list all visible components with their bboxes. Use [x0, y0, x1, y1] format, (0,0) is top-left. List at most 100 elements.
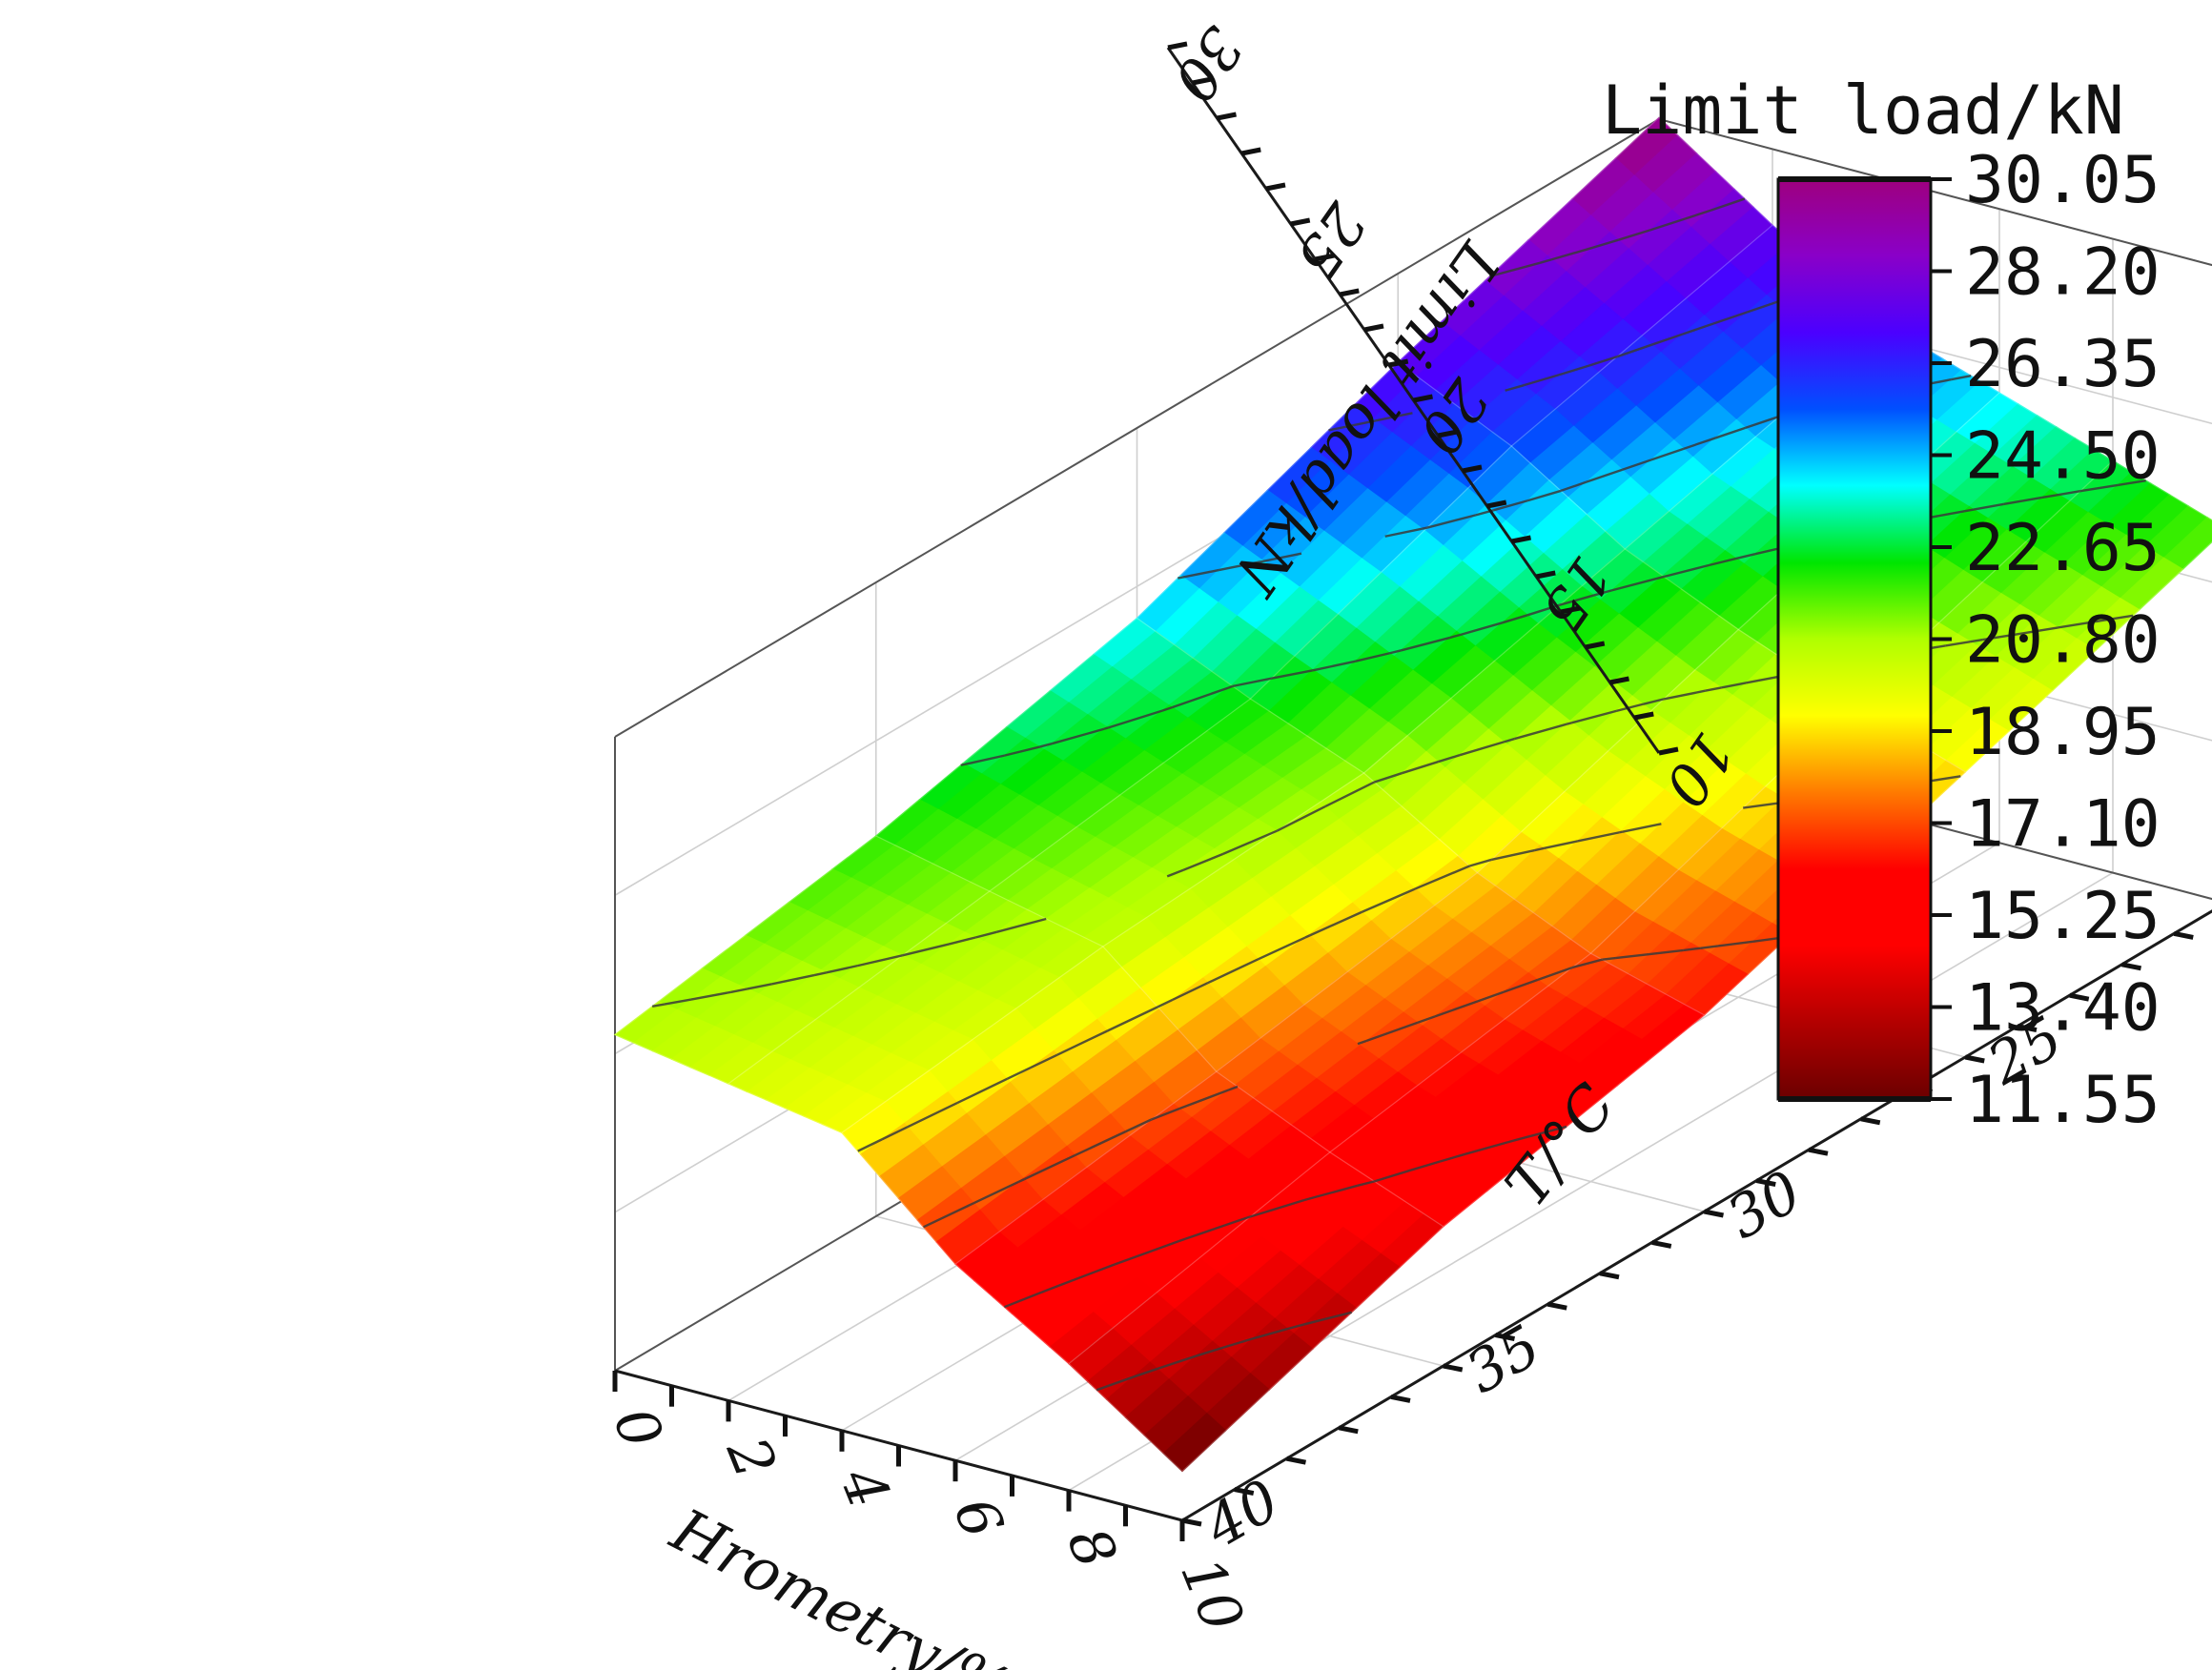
y-axis-tick [1808, 1147, 1829, 1156]
contour-segment [1746, 301, 1776, 314]
y-axis-tick [2069, 992, 2090, 1002]
contour-segment [1003, 1293, 1039, 1309]
contour-segment [1602, 956, 1616, 961]
z-axis-tick [1192, 76, 1213, 86]
contour-segment [1413, 887, 1416, 891]
colorbar-tick-label: 15.25 [1965, 879, 2161, 954]
contour-segment [1306, 1184, 1359, 1201]
contour-segment [1477, 990, 1505, 1003]
contour-segment [1577, 831, 1620, 843]
y-tick-label: 35 [1455, 1313, 1551, 1407]
contour-segment [1558, 364, 1590, 377]
contour-segment [1649, 948, 1684, 956]
z-axis-tick [1437, 429, 1458, 438]
y-axis-tick [1546, 1301, 1567, 1311]
y-axis-tick [2173, 930, 2194, 940]
contour-segment [1559, 594, 1594, 606]
contour-segment [1222, 829, 1278, 855]
contour-segment [995, 917, 1047, 933]
contour-segment [857, 1138, 883, 1152]
contour-segment [1683, 437, 1716, 450]
contour-segment [1328, 420, 1371, 432]
z-tick-label: 30 [1159, 15, 1256, 113]
contour-segment [1437, 754, 1461, 764]
surface-mesh-line [614, 1033, 1183, 1472]
contour-segment [1503, 978, 1539, 993]
z-axis-tick [1462, 464, 1483, 474]
contour-segment [1700, 945, 1719, 949]
colorbar-tick-label: 30.05 [1965, 143, 2161, 218]
contour-segment [1970, 638, 1983, 643]
contour-segment [1717, 940, 1753, 947]
contour-segment [826, 964, 858, 974]
z-axis-tick [1560, 605, 1581, 615]
contour-segment [1157, 998, 1174, 1008]
contour-segment [1973, 502, 2004, 511]
z-axis-tick [1315, 253, 1335, 262]
contour-segment [1615, 703, 1644, 713]
contour-segment [1460, 621, 1504, 637]
x-tick-label: 6 [940, 1489, 1015, 1548]
x-tick-label: 4 [827, 1457, 903, 1517]
contour-segment [1262, 552, 1302, 562]
y-axis-tick [1704, 1209, 1724, 1218]
contour-segment [1400, 636, 1450, 652]
contour-segment [1172, 982, 1209, 1001]
y-axis-tick [1234, 1487, 1255, 1497]
contour-segment [1710, 197, 1746, 212]
contour-segment [1178, 1089, 1229, 1110]
contour-segment [1017, 1178, 1025, 1184]
y-axis-tick [1860, 1116, 1881, 1126]
contour-segment [1219, 560, 1260, 572]
contour-segment [1459, 741, 1505, 757]
contour-segment [1714, 426, 1746, 439]
contour-segment [1615, 952, 1650, 960]
contour-segment [1566, 722, 1573, 725]
colorbar-tick-label: 13.40 [1965, 971, 2161, 1047]
colorbar-bar [1776, 177, 1933, 1101]
contour-segment [960, 763, 966, 766]
contour-segment [973, 1180, 1019, 1205]
contour-segment [1365, 1021, 1419, 1043]
contour-segment [1195, 1347, 1221, 1357]
contour-segment [1618, 229, 1650, 241]
contour-segment [1106, 1006, 1158, 1032]
contour-segment [1464, 1141, 1508, 1155]
contour-segment [902, 943, 950, 957]
contour-segment [1182, 568, 1219, 579]
contour-segment [1616, 343, 1653, 358]
contour-segment [1735, 553, 1756, 560]
y-axis-tick [2121, 962, 2141, 971]
contour-segment [1514, 723, 1567, 741]
colorbar-tick-label: 28.20 [1965, 235, 2161, 311]
contour-segment [1721, 682, 1747, 689]
contour-segment [1543, 840, 1578, 850]
y-axis-tick [1599, 1271, 1620, 1280]
contour-segment [923, 1202, 974, 1229]
contour-segment [907, 1101, 958, 1129]
x-tick-label: 2 [713, 1428, 789, 1488]
colorbar-tick-label: 18.95 [1965, 695, 2161, 770]
contour-segment [1219, 1337, 1253, 1350]
contour-segment [1171, 686, 1229, 709]
contour-segment [2058, 490, 2080, 497]
z-axis-tick [1217, 112, 1237, 121]
contour-segment [1004, 745, 1040, 757]
contour-segment [1439, 1152, 1466, 1163]
contour-segment [1622, 823, 1662, 833]
contour-segment [2003, 496, 2042, 506]
contour-segment [1708, 557, 1737, 567]
contour-segment [1551, 246, 1594, 261]
contour-segment [690, 990, 732, 1001]
contour-segment [956, 1077, 1008, 1105]
contour-segment [1074, 1130, 1127, 1157]
z-axis-tick [1609, 676, 1629, 685]
contour-segment [1712, 311, 1748, 325]
contour-segment [1743, 802, 1779, 809]
contour-segment [1488, 261, 1541, 278]
contour-segment [1593, 589, 1612, 597]
z-axis-tick [1388, 358, 1409, 368]
contour-segment [1118, 1240, 1179, 1264]
